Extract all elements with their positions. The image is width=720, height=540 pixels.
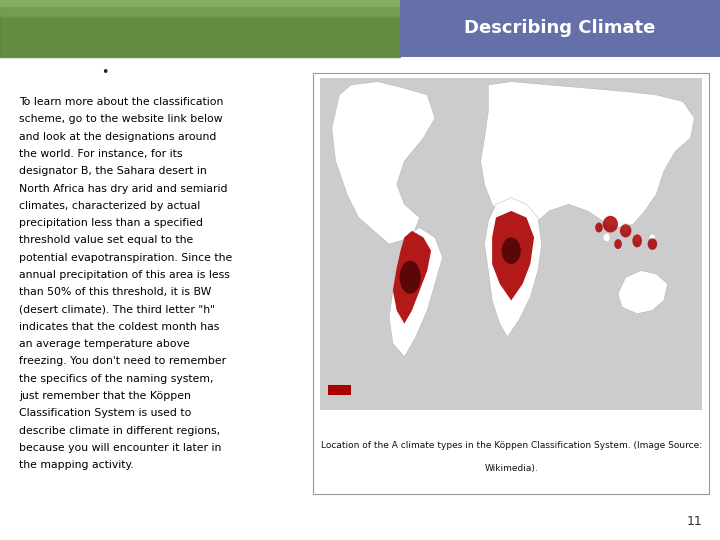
Text: Wikimedia).: Wikimedia). (485, 464, 538, 474)
Ellipse shape (595, 222, 603, 233)
Text: than 50% of this threshold, it is BW: than 50% of this threshold, it is BW (19, 287, 212, 298)
Polygon shape (481, 82, 694, 227)
Text: the specifics of the naming system,: the specifics of the naming system, (19, 374, 214, 384)
Text: Location of the A climate types in the Köppen Classification System. (Image Sour: Location of the A climate types in the K… (320, 441, 702, 450)
Bar (313, 73, 709, 494)
Bar (0, 0, 400, 57)
Ellipse shape (614, 239, 622, 249)
Ellipse shape (622, 224, 629, 232)
Polygon shape (485, 198, 541, 337)
Ellipse shape (603, 233, 610, 241)
Polygon shape (332, 82, 435, 244)
Polygon shape (389, 227, 443, 357)
Text: indicates that the coldest month has: indicates that the coldest month has (19, 322, 220, 332)
Bar (328, 385, 351, 395)
Text: an average temperature above: an average temperature above (19, 339, 190, 349)
Ellipse shape (603, 216, 618, 233)
Text: 11: 11 (686, 515, 702, 528)
Text: because you will encounter it later in: because you will encounter it later in (19, 443, 222, 453)
Ellipse shape (647, 238, 657, 250)
Text: To learn more about the classification: To learn more about the classification (19, 97, 224, 107)
Polygon shape (492, 211, 534, 300)
Ellipse shape (502, 238, 521, 264)
Ellipse shape (634, 233, 641, 241)
Ellipse shape (649, 234, 655, 241)
Text: annual precipitation of this area is less: annual precipitation of this area is les… (19, 270, 230, 280)
Text: describe climate in different regions,: describe climate in different regions, (19, 426, 220, 436)
Text: scheme, go to the website link below: scheme, go to the website link below (19, 114, 223, 125)
Polygon shape (618, 271, 667, 314)
Text: climates, characterized by actual: climates, characterized by actual (19, 201, 201, 211)
Text: freezing. You don't need to remember: freezing. You don't need to remember (19, 356, 227, 367)
Polygon shape (393, 231, 431, 323)
Text: •: • (101, 66, 108, 79)
Text: potential evapotranspiration. Since the: potential evapotranspiration. Since the (19, 253, 233, 263)
Text: Describing Climate: Describing Climate (464, 19, 655, 37)
Text: designator B, the Sahara desert in: designator B, the Sahara desert in (19, 166, 207, 177)
Text: Classification System is used to: Classification System is used to (19, 408, 192, 418)
Text: precipitation less than a specified: precipitation less than a specified (19, 218, 204, 228)
Text: the world. For instance, for its: the world. For instance, for its (19, 149, 183, 159)
Text: just remember that the Köppen: just remember that the Köppen (19, 391, 192, 401)
Ellipse shape (400, 261, 420, 294)
Text: and look at the designations around: and look at the designations around (19, 132, 217, 142)
Ellipse shape (632, 234, 642, 247)
Text: the mapping activity.: the mapping activity. (19, 460, 134, 470)
Ellipse shape (606, 216, 615, 226)
Text: North Africa has dry arid and semiarid: North Africa has dry arid and semiarid (19, 184, 228, 194)
Bar (400, 0, 720, 57)
Text: threshold value set equal to the: threshold value set equal to the (19, 235, 194, 246)
Ellipse shape (620, 224, 631, 238)
Text: (desert climate). The third letter "h": (desert climate). The third letter "h" (19, 305, 215, 315)
Bar (320, 78, 702, 410)
